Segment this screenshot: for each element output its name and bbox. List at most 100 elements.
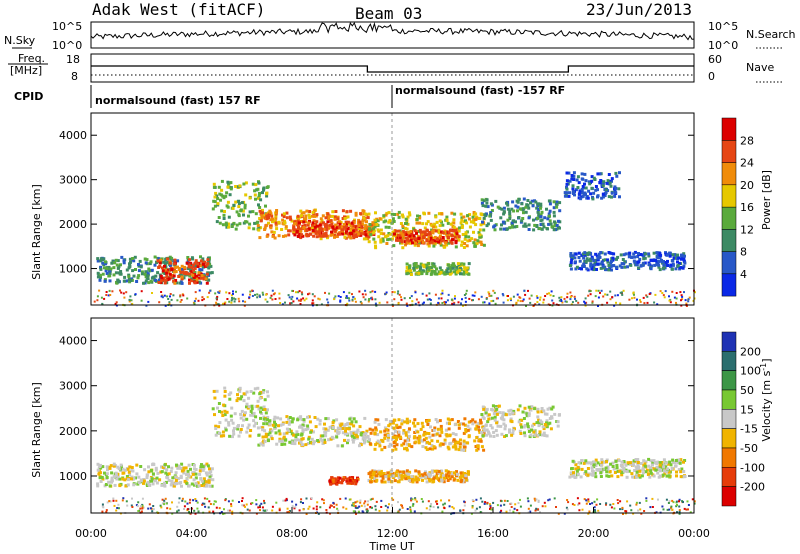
heatmap-cell (310, 214, 314, 218)
heatmap-cell (227, 393, 231, 397)
heatmap-cell (519, 207, 522, 211)
heatmap-cell (597, 305, 599, 307)
heatmap-cell (608, 180, 612, 183)
heatmap-cell (192, 463, 196, 467)
heatmap-cell (595, 289, 598, 292)
heatmap-cell (597, 289, 600, 292)
heatmap-cell (600, 460, 604, 464)
heatmap-cell (280, 228, 284, 231)
heatmap-cell (109, 294, 112, 296)
heatmap-cell (321, 498, 324, 501)
heatmap-cell (535, 421, 539, 425)
heatmap-cell (463, 423, 467, 427)
heatmap-cell (130, 475, 134, 479)
heatmap-cell (475, 507, 478, 510)
heatmap-cell (615, 466, 619, 470)
heatmap-cell (598, 181, 602, 185)
heatmap-cell (569, 291, 572, 294)
heatmap-cell (115, 263, 119, 267)
heatmap-cell (502, 227, 506, 231)
heatmap-cell (351, 481, 354, 485)
heatmap-cell (473, 420, 477, 424)
colorbar-swatch (721, 229, 737, 252)
heatmap-cell (481, 204, 485, 208)
heatmap-cell (447, 470, 450, 474)
heatmap-cell (471, 418, 475, 422)
heatmap-cell (262, 188, 266, 192)
heatmap-cell (196, 507, 199, 510)
heatmap-cell (394, 229, 398, 233)
heatmap-cell (251, 182, 255, 186)
heatmap-cell (663, 296, 666, 299)
heatmap-cell (231, 296, 233, 299)
heatmap-cell (401, 246, 405, 250)
heatmap-cell (302, 211, 306, 215)
heatmap-cell (193, 467, 196, 471)
heatmap-cell (324, 224, 327, 228)
heatmap-cell (134, 476, 137, 480)
heatmap-cell (254, 183, 258, 187)
heatmap-cell (587, 498, 590, 501)
heatmap-cell (170, 256, 174, 260)
heatmap-cell (350, 420, 354, 424)
heatmap-cell (228, 193, 232, 197)
heatmap-cell (450, 264, 454, 268)
heatmap-cell (381, 239, 385, 243)
heatmap-cell (160, 291, 163, 293)
heatmap-cell (187, 263, 191, 267)
heatmap-cell (468, 427, 472, 431)
heatmap-cell (313, 440, 317, 444)
heatmap-cell (341, 228, 344, 232)
heatmap-cell (169, 293, 172, 295)
heatmap-cell (259, 219, 263, 223)
heatmap-cell (678, 498, 681, 501)
heatmap-cell (434, 293, 437, 296)
heatmap-cell (425, 448, 429, 451)
heatmap-cell (649, 466, 652, 470)
heatmap-cell (163, 501, 166, 504)
heatmap-cell (479, 421, 483, 425)
heatmap-cell (261, 443, 265, 447)
heatmap-cell (257, 228, 261, 232)
heatmap-cell (345, 210, 349, 214)
heatmap-cell (216, 406, 219, 410)
heatmap-cell (342, 223, 346, 226)
heatmap-cell (371, 221, 375, 225)
heatmap-cell (362, 436, 366, 440)
heatmap-cell (368, 227, 371, 231)
heatmap-cell (532, 228, 536, 232)
heatmap-cell (142, 479, 146, 483)
heatmap-cell (683, 261, 687, 265)
heatmap-cell (249, 409, 253, 413)
heatmap-cell (445, 473, 449, 477)
heatmap-cell (494, 409, 497, 413)
heatmap-cell (222, 434, 226, 438)
heatmap-cell (482, 416, 486, 420)
heatmap-cell (431, 229, 435, 233)
colorbar-tick: 100 (740, 365, 761, 378)
heatmap-cell (103, 297, 106, 300)
heatmap-cell (164, 268, 168, 272)
heatmap-cell (154, 466, 158, 470)
heatmap-cell (439, 271, 443, 274)
heatmap-cell (452, 507, 455, 510)
heatmap-cell (546, 407, 550, 411)
heatmap-cell (257, 506, 260, 509)
heatmap-cell (487, 413, 491, 417)
heatmap-cell (442, 480, 446, 484)
heatmap-cell (630, 255, 634, 259)
heatmap-cell (263, 226, 267, 230)
heatmap-cell (539, 206, 542, 210)
heatmap-cell (419, 265, 423, 269)
heatmap-cell (383, 429, 387, 433)
heatmap-cell (232, 432, 236, 436)
heatmap-cell (512, 209, 516, 213)
heatmap-cell (268, 422, 272, 426)
heatmap-cell (489, 424, 493, 427)
heatmap-cell (349, 431, 353, 434)
heatmap-cell (517, 299, 520, 302)
heatmap-cell (188, 278, 191, 282)
heatmap-cell (243, 206, 247, 210)
heatmap-cell (321, 442, 325, 445)
heatmap-cell (215, 506, 218, 509)
